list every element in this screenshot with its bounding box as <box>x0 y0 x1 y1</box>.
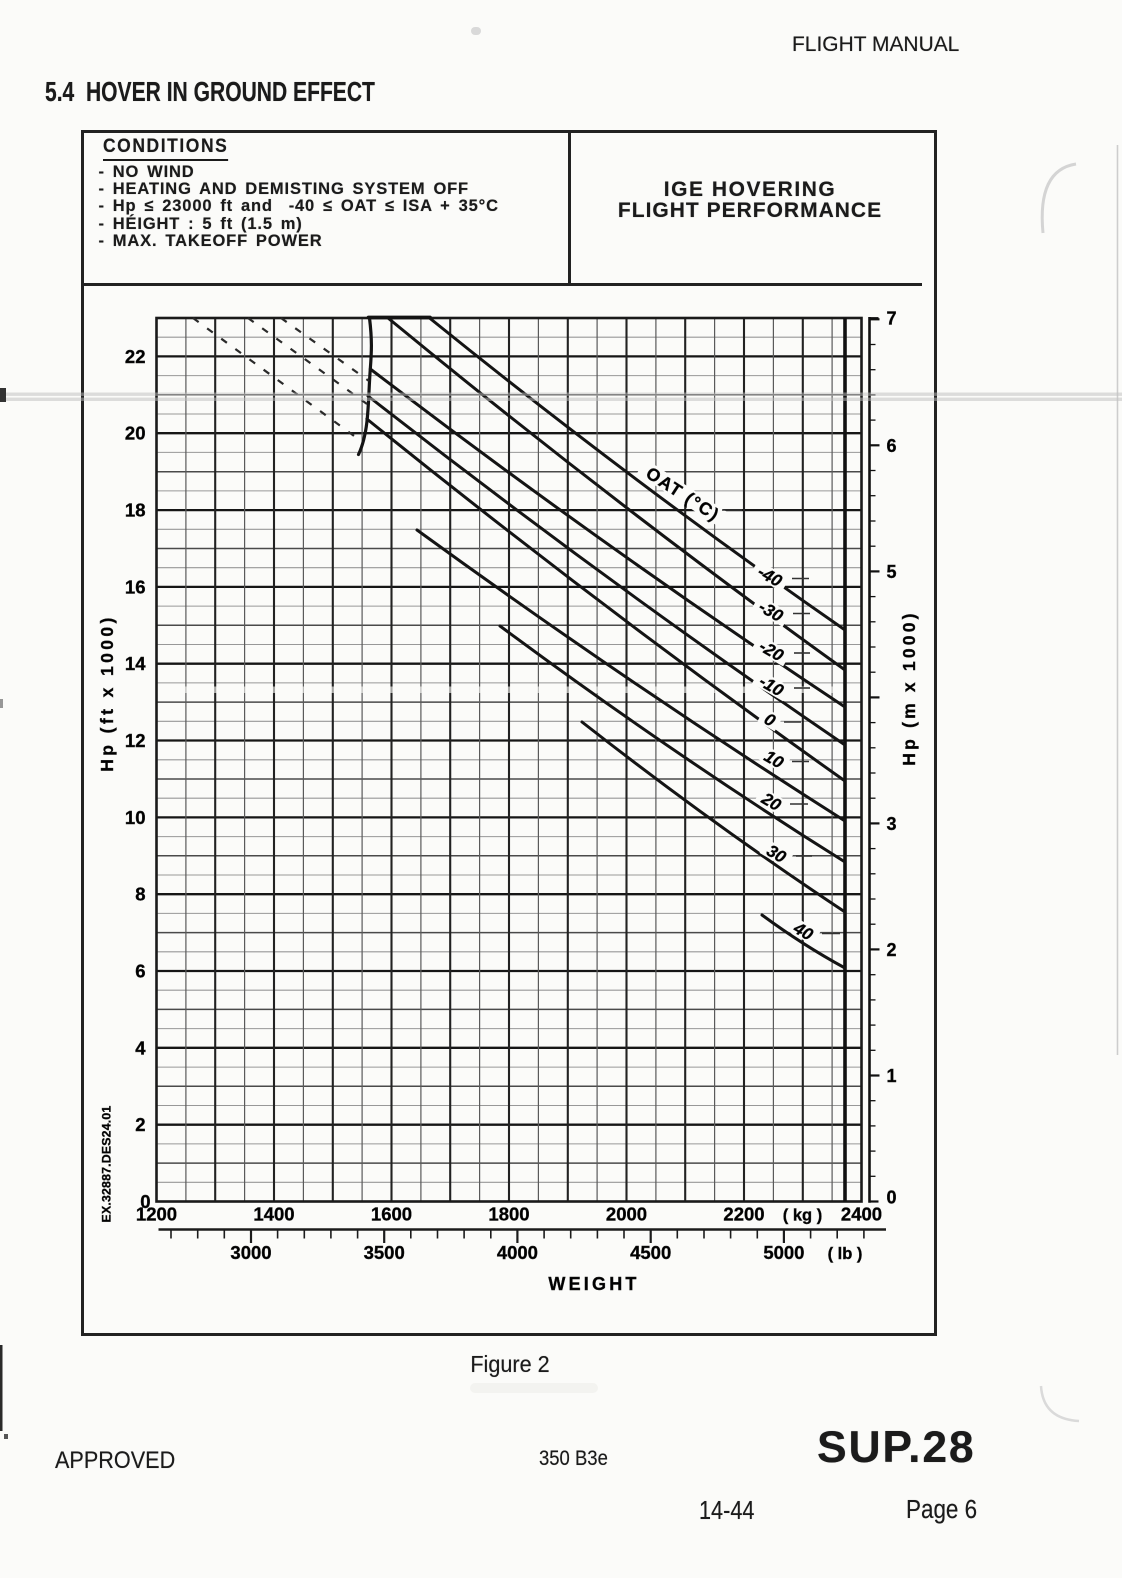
svg-text:4500: 4500 <box>630 1242 671 1263</box>
svg-text:2: 2 <box>135 1114 145 1135</box>
svg-text:3500: 3500 <box>364 1242 405 1263</box>
svg-text:1: 1 <box>887 1066 897 1086</box>
svg-text:8: 8 <box>135 884 145 905</box>
svg-text:10: 10 <box>125 807 146 828</box>
svg-text:1600: 1600 <box>371 1204 412 1225</box>
svg-text:( kg ): ( kg ) <box>783 1207 822 1225</box>
svg-text:WEIGHT: WEIGHT <box>548 1274 639 1294</box>
svg-text:18: 18 <box>125 500 146 521</box>
svg-text:4: 4 <box>135 1037 146 1058</box>
svg-text:2000: 2000 <box>606 1204 647 1225</box>
svg-text:20: 20 <box>125 423 146 444</box>
svg-text:4000: 4000 <box>497 1242 538 1263</box>
svg-text:0: 0 <box>887 1188 897 1208</box>
svg-text:7: 7 <box>887 309 897 329</box>
svg-text:Hp (ft x 1000): Hp (ft x 1000) <box>97 614 117 772</box>
svg-text:5000: 5000 <box>763 1242 804 1263</box>
svg-text:( lb ): ( lb ) <box>828 1245 863 1263</box>
svg-text:2200: 2200 <box>723 1204 764 1225</box>
svg-text:1800: 1800 <box>488 1204 529 1225</box>
svg-text:EX.32887.DES24.01: EX.32887.DES24.01 <box>100 1106 114 1223</box>
svg-text:16: 16 <box>125 576 146 597</box>
svg-text:2400: 2400 <box>841 1204 882 1225</box>
svg-text:6: 6 <box>135 961 145 982</box>
svg-text:22: 22 <box>125 346 146 367</box>
svg-text:1400: 1400 <box>253 1204 294 1225</box>
svg-text:5: 5 <box>887 562 897 582</box>
svg-text:14: 14 <box>125 653 146 674</box>
svg-text:Hp (m x 1000): Hp (m x 1000) <box>899 610 919 765</box>
svg-text:3: 3 <box>887 814 897 834</box>
svg-text:12: 12 <box>125 730 146 751</box>
svg-text:6: 6 <box>887 436 897 456</box>
svg-text:0: 0 <box>140 1191 150 1212</box>
svg-text:2: 2 <box>887 940 897 960</box>
svg-text:3000: 3000 <box>230 1242 271 1263</box>
svg-text:1200: 1200 <box>136 1204 177 1225</box>
